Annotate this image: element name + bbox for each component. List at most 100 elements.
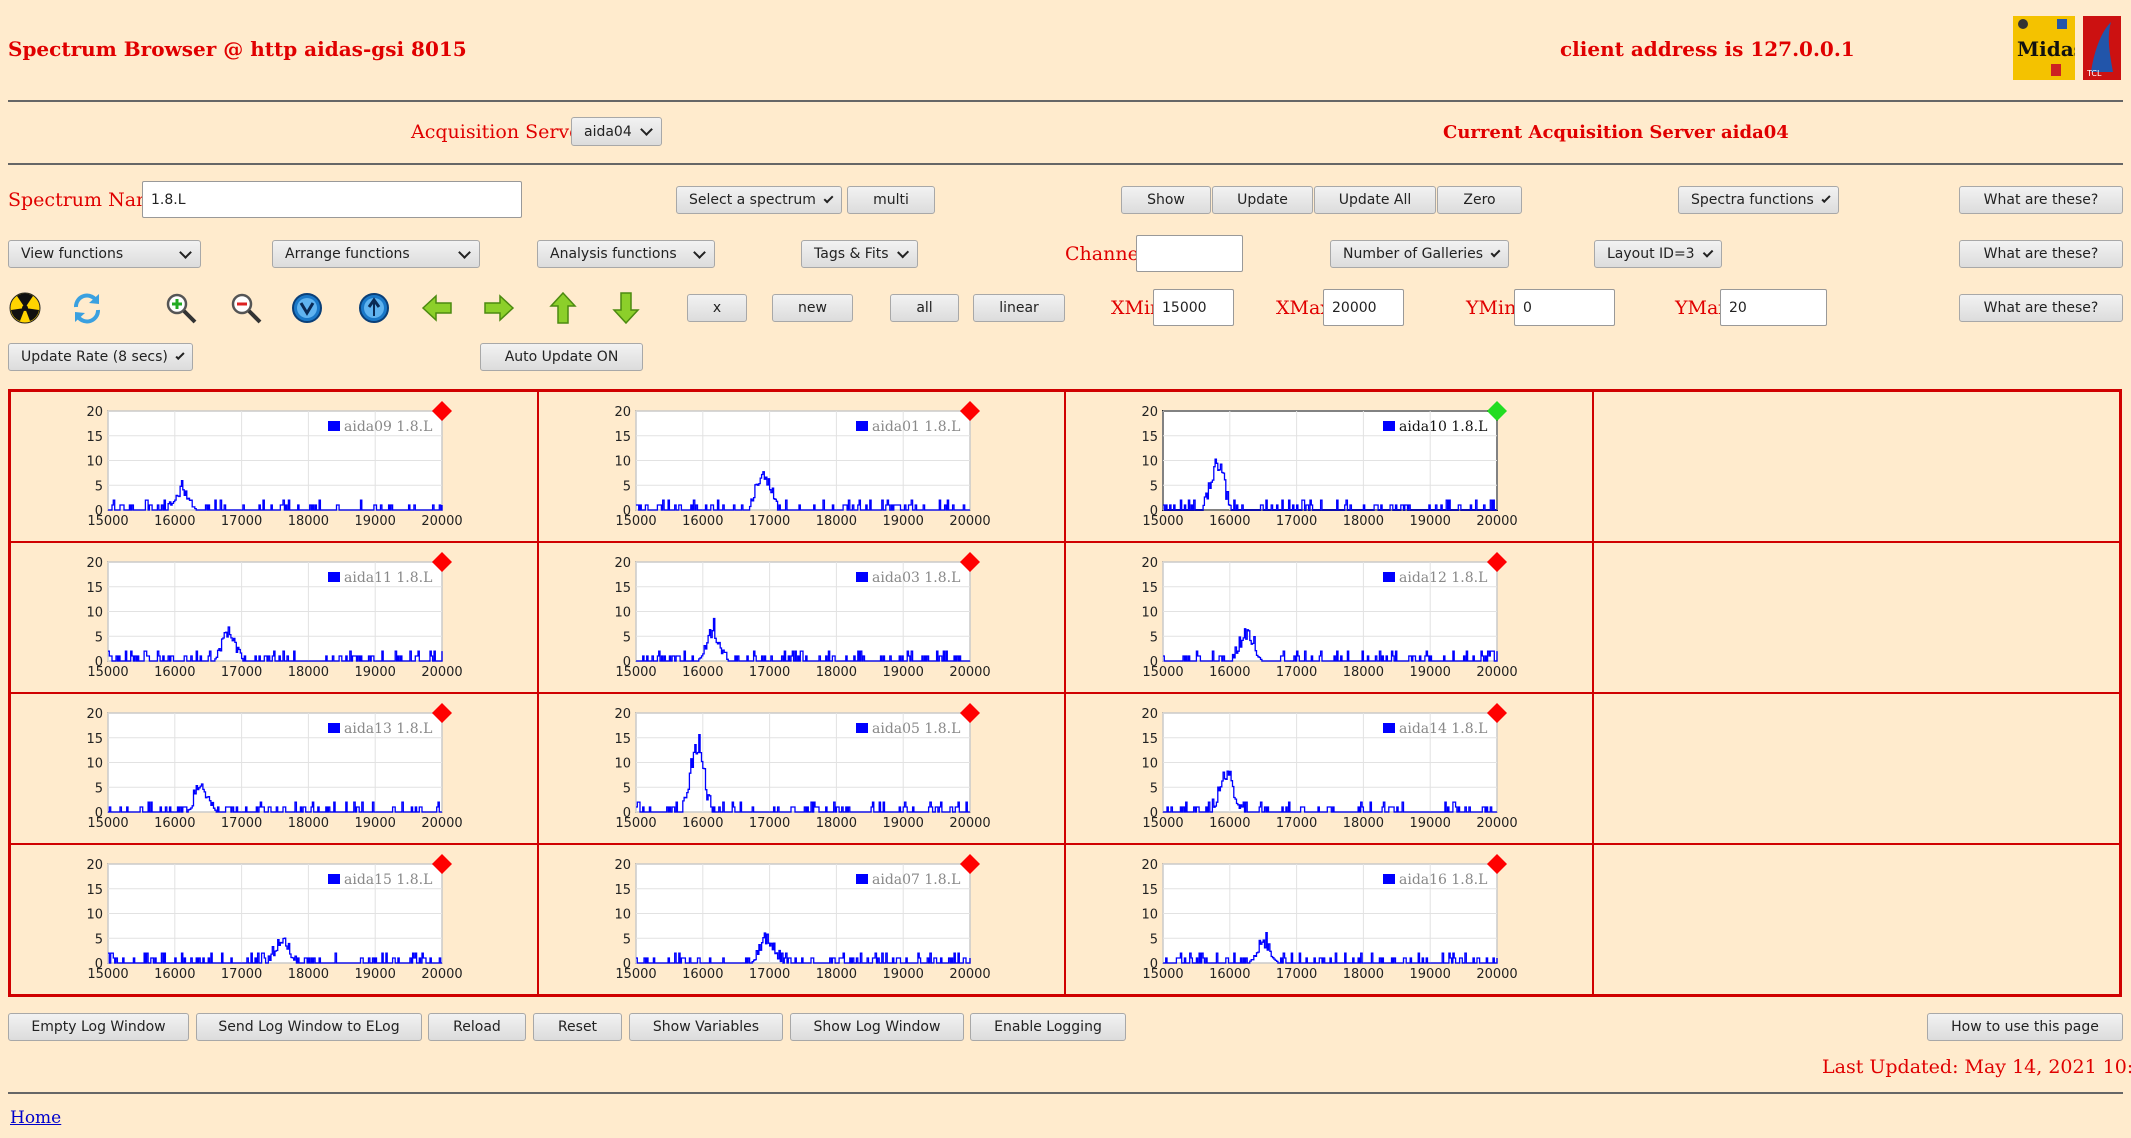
update-button[interactable]: Update xyxy=(1212,186,1313,214)
xmax-input[interactable]: 20000 xyxy=(1323,289,1404,326)
zero-button[interactable]: Zero xyxy=(1437,186,1522,214)
linear-button[interactable]: linear xyxy=(973,294,1065,322)
arrow-right-icon[interactable] xyxy=(482,291,516,325)
spectrum-plot[interactable]: 15000 16000 17000 18000 19000 20000 0 5 10 15 20 ai… xyxy=(539,845,1065,995)
chevron-down-icon xyxy=(693,245,706,259)
gallery-cell[interactable]: 15000 16000 17000 18000 19000 20000 0 5 10 15 20 ai… xyxy=(1065,391,1593,542)
spectrum-plot[interactable]: 15000 16000 17000 18000 19000 20000 0 5 10 15 20 ai… xyxy=(1066,845,1592,995)
gallery-cell[interactable]: 15000 16000 17000 18000 19000 20000 0 5 10 15 20 ai… xyxy=(1065,542,1593,693)
zoom-out-icon[interactable] xyxy=(229,291,263,325)
spectrum-plot[interactable]: 15000 16000 17000 18000 19000 20000 0 5 10 15 20 ai… xyxy=(11,392,537,542)
update-all-button[interactable]: Update All xyxy=(1314,186,1436,214)
analysis-functions-dropdown[interactable]: Analysis functions xyxy=(537,240,715,268)
spectrum-plot[interactable]: 15000 16000 17000 18000 19000 20000 0 5 10 15 20 ai… xyxy=(11,845,537,995)
expand-vertical-icon[interactable] xyxy=(290,291,324,325)
x-tick-label: 15000 xyxy=(615,967,656,982)
y-tick-label: 10 xyxy=(86,606,103,621)
gallery-cell[interactable]: 15000 16000 17000 18000 19000 20000 0 5 10 15 20 ai… xyxy=(1065,844,1593,995)
gallery-cell[interactable]: 15000 16000 17000 18000 19000 20000 0 5 10 15 20 ai… xyxy=(537,542,1065,693)
divider xyxy=(8,1092,2123,1094)
number-of-galleries-dropdown[interactable]: Number of Galleries xyxy=(1330,240,1509,268)
tags-fits-dropdown[interactable]: Tags & Fits xyxy=(801,240,918,268)
xmin-input[interactable]: 15000 xyxy=(1153,289,1234,326)
x-tick-label: 17000 xyxy=(221,514,262,529)
spectrum-trace xyxy=(635,471,970,511)
enable-logging-button[interactable]: Enable Logging xyxy=(970,1013,1126,1041)
gallery-cell-empty xyxy=(1592,542,2120,693)
compress-vertical-icon[interactable] xyxy=(357,291,391,325)
spectrum-plot[interactable]: 15000 16000 17000 18000 19000 20000 0 5 10 15 20 ai… xyxy=(1066,543,1592,693)
y-tick-label: 10 xyxy=(86,455,103,470)
spectra-functions-dropdown[interactable]: Spectra functions xyxy=(1678,186,1839,214)
spectrum-plot[interactable]: 15000 16000 17000 18000 19000 20000 0 5 10 15 20 ai… xyxy=(539,543,1065,693)
reset-button[interactable]: Reset xyxy=(533,1013,622,1041)
reload-button[interactable]: Reload xyxy=(428,1013,526,1041)
spectrum-trace xyxy=(108,626,443,662)
x-tick-label: 16000 xyxy=(154,665,195,680)
y-tick-label: 15 xyxy=(1141,883,1158,898)
empty-log-button[interactable]: Empty Log Window xyxy=(8,1013,189,1041)
x-tick-label: 16000 xyxy=(682,816,723,831)
tags-fits-label: Tags & Fits xyxy=(814,246,889,262)
spectrum-plot[interactable]: 15000 16000 17000 18000 19000 20000 0 5 10 15 20 ai… xyxy=(539,392,1065,542)
what-are-these-button[interactable]: What are these? xyxy=(1959,186,2123,214)
gallery-cell[interactable]: 15000 16000 17000 18000 19000 20000 0 5 10 15 20 ai… xyxy=(537,391,1065,542)
zoom-in-icon[interactable] xyxy=(164,291,198,325)
auto-update-button[interactable]: Auto Update ON xyxy=(480,343,643,371)
update-rate-dropdown[interactable]: Update Rate (8 secs) xyxy=(8,343,193,371)
x-tick-label: 20000 xyxy=(1476,967,1517,982)
y-tick-label: 20 xyxy=(86,707,103,722)
acq-servers-select[interactable]: aida04 xyxy=(571,117,662,146)
spectrum-plot[interactable]: 15000 16000 17000 18000 19000 20000 0 5 10 15 20 ai… xyxy=(1066,694,1592,844)
gallery-cell[interactable]: 15000 16000 17000 18000 19000 20000 0 5 10 15 20 ai… xyxy=(10,844,538,995)
ymax-input[interactable]: 20 xyxy=(1720,289,1827,326)
channel-input[interactable] xyxy=(1136,235,1243,272)
all-button[interactable]: all xyxy=(890,294,959,322)
view-functions-label: View functions xyxy=(21,246,124,262)
show-log-window-button[interactable]: Show Log Window xyxy=(790,1013,964,1041)
gallery-cell[interactable]: 15000 16000 17000 18000 19000 20000 0 5 10 15 20 ai… xyxy=(537,693,1065,844)
x-button[interactable]: x xyxy=(687,294,747,322)
arrow-up-icon[interactable] xyxy=(546,291,580,325)
divider xyxy=(8,100,2123,102)
ymin-input[interactable]: 0 xyxy=(1514,289,1615,326)
y-tick-label: 20 xyxy=(1141,405,1158,420)
what-are-these-button[interactable]: What are these? xyxy=(1959,240,2123,268)
show-variables-button[interactable]: Show Variables xyxy=(629,1013,783,1041)
spectrum-plot[interactable]: 15000 16000 17000 18000 19000 20000 0 5 10 15 20 ai… xyxy=(1066,392,1592,542)
send-log-elog-button[interactable]: Send Log Window to ELog xyxy=(196,1013,422,1041)
view-functions-dropdown[interactable]: View functions xyxy=(8,240,201,268)
y-tick-label: 15 xyxy=(614,581,631,596)
current-acq-server: Current Acquisition Server aida04 xyxy=(1443,122,1789,143)
multi-button[interactable]: multi xyxy=(847,186,935,214)
new-button[interactable]: new xyxy=(772,294,853,322)
gallery-cell[interactable]: 15000 16000 17000 18000 19000 20000 0 5 10 15 20 ai… xyxy=(1065,693,1593,844)
xmax-label: XMax xyxy=(1276,297,1332,319)
x-tick-label: 16000 xyxy=(682,665,723,680)
spectrum-plot[interactable]: 15000 16000 17000 18000 19000 20000 0 5 10 15 20 ai… xyxy=(539,694,1065,844)
home-link[interactable]: Home xyxy=(10,1108,62,1128)
arrow-down-icon[interactable] xyxy=(609,291,643,325)
x-tick-label: 15000 xyxy=(87,665,128,680)
x-tick-label: 19000 xyxy=(1410,816,1451,831)
gallery-cell-empty xyxy=(1592,391,2120,542)
gallery-cell[interactable]: 15000 16000 17000 18000 19000 20000 0 5 10 15 20 ai… xyxy=(10,391,538,542)
radiation-icon[interactable] xyxy=(8,291,42,325)
what-are-these-button[interactable]: What are these? xyxy=(1959,294,2123,322)
arrow-left-icon[interactable] xyxy=(420,291,454,325)
spectrum-name-input[interactable]: 1.8.L xyxy=(142,181,522,218)
refresh-icon[interactable] xyxy=(70,291,104,325)
gallery-cell[interactable]: 15000 16000 17000 18000 19000 20000 0 5 10 15 20 ai… xyxy=(537,844,1065,995)
layout-id-dropdown[interactable]: Layout ID=3 xyxy=(1594,240,1722,268)
spectrum-plot[interactable]: 15000 16000 17000 18000 19000 20000 0 5 10 15 20 ai… xyxy=(11,694,537,844)
gallery-cell[interactable]: 15000 16000 17000 18000 19000 20000 0 5 10 15 20 ai… xyxy=(10,542,538,693)
gallery-cell[interactable]: 15000 16000 17000 18000 19000 20000 0 5 10 15 20 ai… xyxy=(10,693,538,844)
show-button[interactable]: Show xyxy=(1121,186,1211,214)
spectrum-plot[interactable]: 15000 16000 17000 18000 19000 20000 0 5 10 15 20 ai… xyxy=(11,543,537,693)
x-tick-label: 16000 xyxy=(1209,816,1250,831)
status-diamond-icon xyxy=(432,854,452,874)
select-spectrum-dropdown[interactable]: Select a spectrum xyxy=(676,186,842,214)
how-to-use-button[interactable]: How to use this page xyxy=(1927,1013,2123,1041)
arrange-functions-dropdown[interactable]: Arrange functions xyxy=(272,240,480,268)
y-tick-label: 20 xyxy=(86,556,103,571)
